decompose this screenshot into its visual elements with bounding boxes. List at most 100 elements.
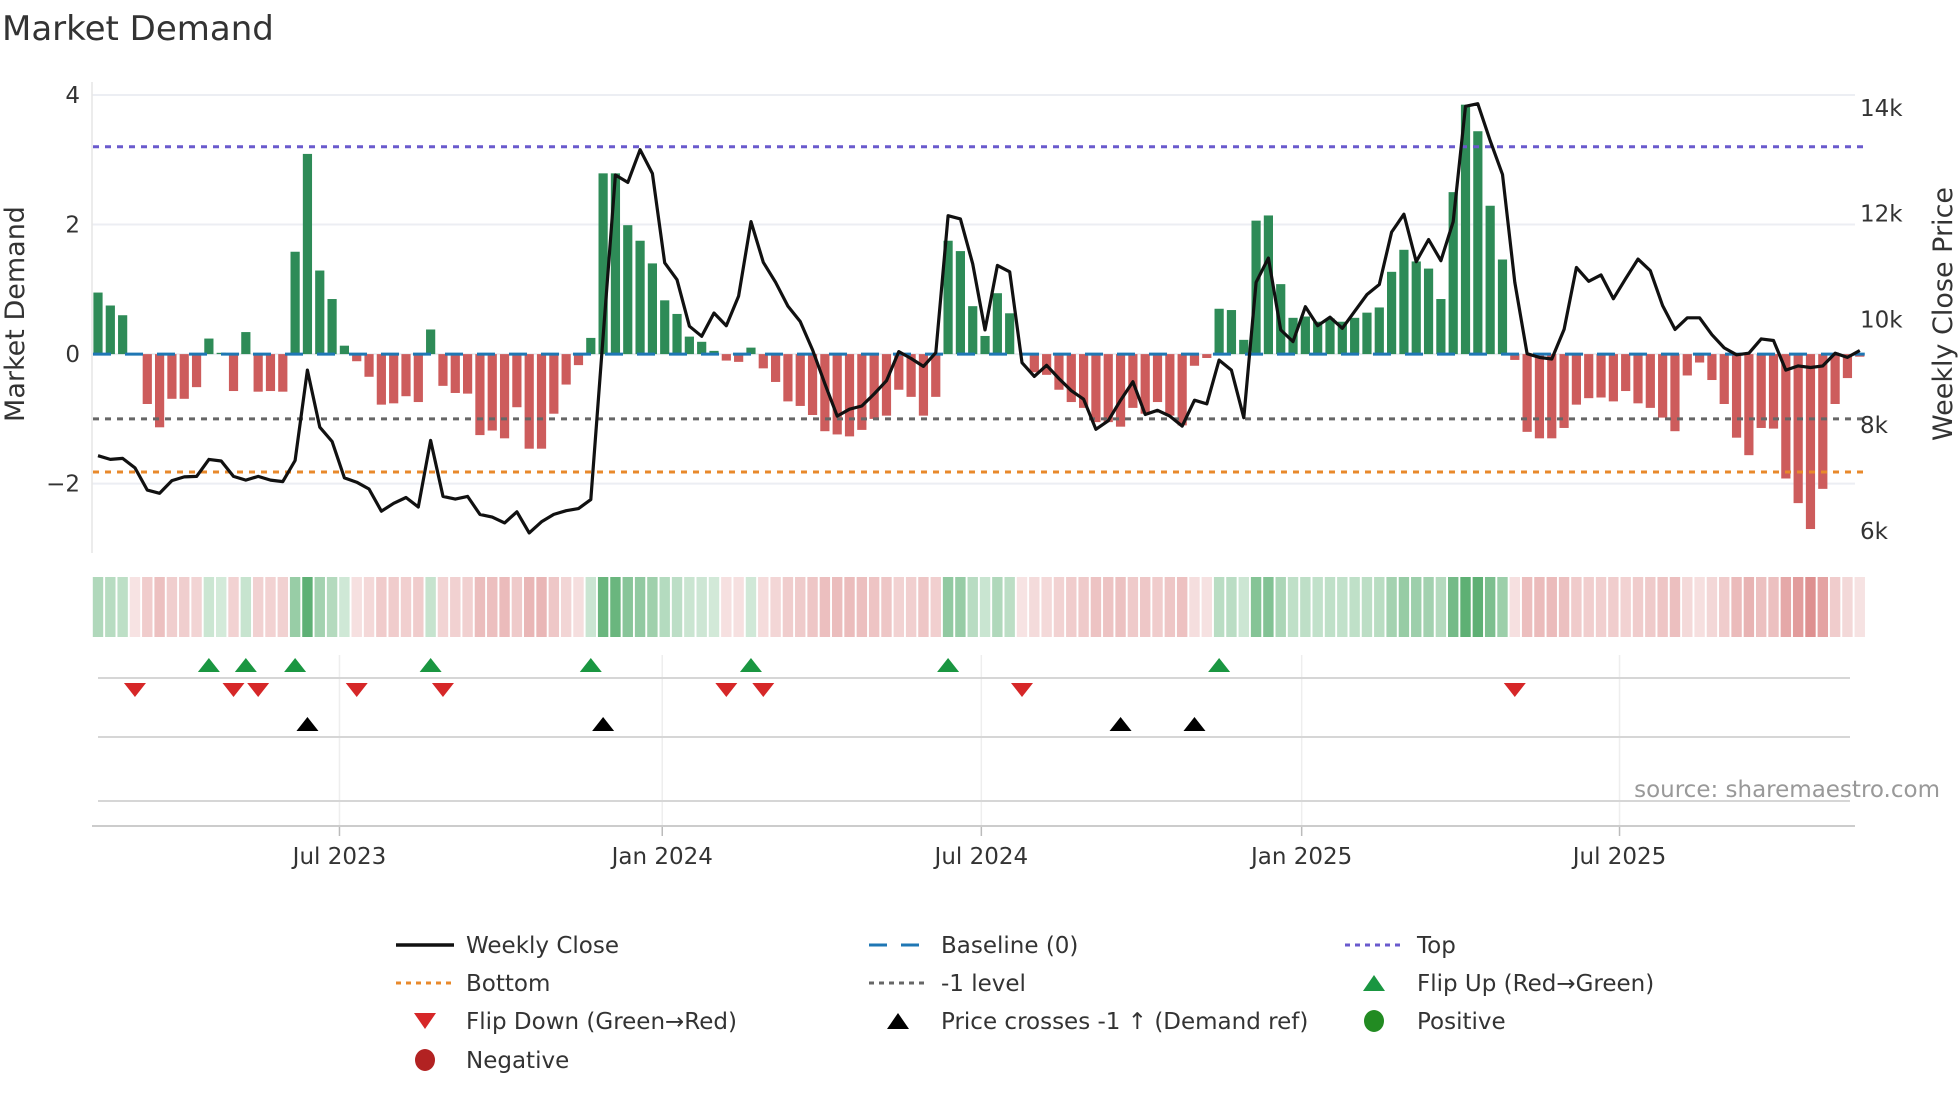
y2-tick-label: 8k (1860, 413, 1889, 439)
positive-demand-bar (290, 251, 300, 355)
strip-cell (1854, 577, 1865, 637)
price-cross-marker (296, 717, 319, 731)
strip-cell (1423, 577, 1434, 637)
legend-label: Top (1416, 933, 1456, 959)
strip-cell (795, 577, 806, 637)
strip-cell (659, 577, 670, 637)
positive-demand-bar (635, 240, 645, 355)
strip-cell (1115, 577, 1126, 637)
negative-demand-bar (832, 354, 842, 435)
y2-axis-title: Weekly Close Price (1928, 187, 1959, 441)
negative-demand-bar (278, 354, 288, 392)
positive-demand-bar (1288, 317, 1298, 355)
negative-demand-bar (1103, 354, 1113, 423)
negative-demand-bar (438, 354, 448, 386)
negative-demand-bar (253, 354, 263, 392)
strip-cell (1386, 577, 1397, 637)
negative-demand-bar (1079, 354, 1089, 408)
negative-demand-bar (1793, 354, 1803, 504)
negative-demand-bar (1547, 354, 1557, 439)
negative-demand-bar (1781, 354, 1791, 479)
negative-demand-bar (721, 354, 731, 361)
negative-demand-bar (487, 354, 497, 431)
strip-cell (573, 577, 584, 637)
strip-cell (400, 577, 412, 637)
negative-demand-bar (1165, 354, 1175, 416)
flip-up-marker (1208, 658, 1231, 672)
strip-cell (289, 577, 301, 637)
flip-up-marker (197, 658, 220, 672)
positive-demand-bar (709, 350, 719, 355)
strip-cell (1558, 577, 1570, 637)
strip-cell (708, 577, 720, 637)
negative-demand-bar (191, 354, 202, 388)
negative-demand-bar (857, 354, 867, 430)
positive-demand-bar (610, 173, 621, 355)
negative-demand-bar (1842, 354, 1853, 379)
positive-demand-bar (1387, 271, 1397, 355)
strip-cell (1435, 577, 1447, 637)
strip-cell (819, 577, 831, 637)
positive-demand-bar (1005, 313, 1015, 355)
legend-item: Bottom (396, 971, 550, 997)
legend-item: Flip Down (Green→Red) (414, 1009, 737, 1035)
negative-demand-bar (475, 354, 485, 436)
strip-cell (524, 577, 535, 637)
flip-up-marker (937, 658, 960, 672)
positive-demand-bar (302, 153, 313, 355)
negative-demand-bar (1054, 354, 1064, 390)
strip-cell (1657, 577, 1668, 637)
legend-item: -1 level (869, 971, 1026, 997)
legend-label: Price crosses -1 ↑ (Demand ref) (941, 1009, 1308, 1035)
negative-demand-bar (1522, 354, 1532, 432)
legend-label: -1 level (941, 971, 1026, 997)
negative-demand-bar (155, 354, 165, 428)
x-tick-label: Jan 2025 (1249, 844, 1352, 870)
legend: Weekly Close Baseline (0) Top Bottom -1 leve… (396, 933, 1654, 1074)
legend-item: Top (1345, 933, 1456, 959)
strip-cell (992, 577, 1003, 637)
negative-demand-bar (1559, 354, 1569, 428)
positive-demand-bar (697, 341, 707, 355)
negative-demand-bar (1584, 354, 1594, 399)
negative-demand-bar (1066, 354, 1076, 403)
strip-cell (967, 577, 978, 637)
strip-cell (585, 577, 596, 637)
strip-cell (1337, 577, 1348, 637)
positive-demand-bar (1411, 261, 1421, 355)
negative-demand-bar (142, 354, 152, 404)
negative-demand-bar (536, 354, 547, 449)
negative-demand-bar (1115, 354, 1126, 427)
strip-cell (1250, 577, 1262, 637)
strip-cell (1287, 577, 1299, 637)
positive-demand-bar (1473, 131, 1483, 355)
strip-cell (1127, 577, 1139, 637)
price-cross-marker (1109, 717, 1132, 731)
negative-demand-bar (906, 354, 916, 397)
strip-cell (1632, 577, 1644, 637)
strip-cell (1460, 577, 1471, 637)
positive-demand-bar (1374, 307, 1384, 355)
negative-demand-bar (734, 354, 744, 362)
negative-demand-bar (1140, 354, 1150, 414)
negative-demand-bar (1534, 354, 1545, 439)
reference-lines (93, 145, 1865, 474)
strip-cell (1090, 577, 1102, 637)
x-tick-label: Jul 2023 (291, 844, 387, 870)
positive-demand-bar (992, 293, 1002, 355)
positive-demand-bar (1226, 310, 1237, 355)
strip-cell (1448, 577, 1459, 637)
y2-tick-label: 14k (1860, 96, 1903, 122)
negative-demand-bar (463, 354, 473, 394)
negative-demand-bar (869, 354, 879, 419)
strip-cell (1768, 577, 1779, 637)
negative-demand-bar (364, 354, 374, 377)
negative-demand-bar (1670, 354, 1680, 432)
negative-demand-bar (894, 354, 904, 390)
strip-cell (203, 577, 215, 637)
legend-item: Baseline (0) (869, 933, 1078, 959)
strip-cell (548, 577, 560, 637)
strip-cell (610, 577, 621, 637)
positive-demand-bar (315, 270, 325, 355)
